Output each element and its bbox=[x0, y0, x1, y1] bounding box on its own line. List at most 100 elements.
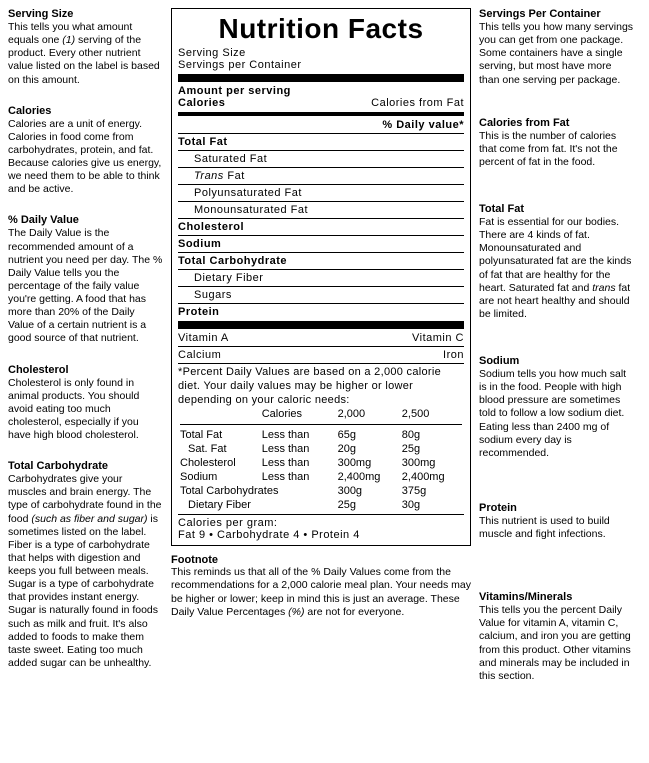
divider-thin bbox=[178, 201, 464, 202]
sodium: Sodium bbox=[178, 238, 464, 250]
iron: Iron bbox=[443, 349, 464, 361]
label-calories: Calories bbox=[178, 97, 225, 109]
note-body: Cholesterol is only found in animal prod… bbox=[8, 377, 163, 443]
calcium: Calcium bbox=[178, 349, 221, 361]
note-body: This is the number of calories that come… bbox=[479, 130, 634, 169]
note-cholesterol: Cholesterol Cholesterol is only found in… bbox=[8, 364, 163, 443]
divider-thin bbox=[178, 269, 464, 270]
total-fat: Total Fat bbox=[178, 136, 464, 148]
sugars: Sugars bbox=[178, 289, 464, 301]
divider-thin bbox=[178, 252, 464, 253]
poly-fat: Polyunsaturated Fat bbox=[178, 187, 464, 199]
divider-thick bbox=[178, 321, 464, 329]
cholesterol: Cholesterol bbox=[178, 221, 464, 233]
note-total-carbohydrate: Total Carbohydrate Carbohydrates give yo… bbox=[8, 460, 163, 670]
table-row: Total FatLess than65g80g bbox=[178, 428, 464, 442]
divider-thin bbox=[178, 514, 464, 515]
footnote: Footnote This reminds us that all of the… bbox=[171, 554, 471, 619]
note-body: The Daily Value is the recommended amoun… bbox=[8, 227, 163, 345]
divider-thin bbox=[180, 424, 462, 425]
dietary-fiber: Dietary Fiber bbox=[178, 272, 464, 284]
footnote-heading: Footnote bbox=[171, 554, 471, 566]
divider-thin bbox=[178, 150, 464, 151]
divider-thin bbox=[178, 303, 464, 304]
note-calories-from-fat: Calories from Fat This is the number of … bbox=[479, 117, 634, 169]
note-protein: Protein This nutrient is used to build m… bbox=[479, 502, 634, 541]
table-row: Sat. FatLess than20g25g bbox=[178, 442, 464, 456]
note-body: Sodium tells you how much salt is in the… bbox=[479, 368, 634, 460]
divider-thin bbox=[178, 218, 464, 219]
label-servings-per: Servings per Container bbox=[178, 59, 464, 71]
divider-med bbox=[178, 112, 464, 116]
note-vitamins-minerals: Vitamins/Minerals This tells you the per… bbox=[479, 591, 634, 683]
pct-daily-value: % Daily value* bbox=[178, 119, 464, 131]
note-body: This nutrient is used to build muscle an… bbox=[479, 515, 634, 541]
divider-thin bbox=[178, 167, 464, 168]
vitamin-a: Vitamin A bbox=[178, 332, 229, 344]
cal-per-gram-heading: Calories per gram: bbox=[178, 517, 464, 529]
note-body: This tells you the percent Daily Value f… bbox=[479, 604, 634, 683]
note-heading: Total Carbohydrate bbox=[8, 460, 163, 472]
saturated-fat: Saturated Fat bbox=[178, 153, 464, 165]
note-heading: Vitamins/Minerals bbox=[479, 591, 634, 603]
divider-thin bbox=[178, 235, 464, 236]
note-heading: % Daily Value bbox=[8, 214, 163, 226]
table-row: Dietary Fiber25g30g bbox=[178, 498, 464, 512]
right-notes-column: Servings Per Container This tells you ho… bbox=[479, 8, 634, 683]
divider-thin bbox=[178, 184, 464, 185]
layout: Serving Size This tells you what amount … bbox=[8, 8, 641, 683]
trans-fat: Trans Fat bbox=[178, 170, 464, 182]
nutrition-label: Nutrition Facts Serving Size Servings pe… bbox=[171, 8, 471, 546]
note-heading: Total Fat bbox=[479, 203, 634, 215]
note-calories: Calories Calories are a unit of energy. … bbox=[8, 105, 163, 197]
th-2500: 2,500 bbox=[400, 407, 464, 421]
note-heading: Calories from Fat bbox=[479, 117, 634, 129]
divider-thin bbox=[178, 346, 464, 347]
divider-thick bbox=[178, 74, 464, 82]
th-calories: Calories bbox=[260, 407, 336, 421]
th-2000: 2,000 bbox=[336, 407, 400, 421]
trans-suffix: Fat bbox=[224, 170, 245, 182]
note-body: This tells you what amount equals one (1… bbox=[8, 21, 163, 87]
note-heading: Protein bbox=[479, 502, 634, 514]
note-total-fat: Total Fat Fat is essential for our bodie… bbox=[479, 203, 634, 321]
label-cal-from-fat: Calories from Fat bbox=[371, 97, 464, 109]
note-body: Fat is essential for our bodies. There a… bbox=[479, 216, 634, 321]
dv-reference-table: Calories 2,000 2,500 Total FatLess than6… bbox=[178, 407, 464, 512]
trans-italic: Trans bbox=[194, 170, 224, 182]
calories-row: Calories Calories from Fat bbox=[178, 97, 464, 109]
vitamin-c: Vitamin C bbox=[412, 332, 464, 344]
footnote-body: This reminds us that all of the % Daily … bbox=[171, 566, 471, 619]
label-title: Nutrition Facts bbox=[178, 13, 464, 45]
note-sodium: Sodium Sodium tells you how much salt is… bbox=[479, 355, 634, 460]
note-serving-size: Serving Size This tells you what amount … bbox=[8, 8, 163, 87]
amount-per-serving: Amount per serving bbox=[178, 85, 464, 97]
vitamins-row-1: Vitamin A Vitamin C bbox=[178, 332, 464, 344]
note-daily-value: % Daily Value The Daily Value is the rec… bbox=[8, 214, 163, 345]
mono-fat: Monounsaturated Fat bbox=[178, 204, 464, 216]
note-heading: Calories bbox=[8, 105, 163, 117]
divider-thin bbox=[178, 286, 464, 287]
left-notes-column: Serving Size This tells you what amount … bbox=[8, 8, 163, 683]
divider-thin bbox=[178, 133, 464, 134]
protein: Protein bbox=[178, 306, 464, 318]
note-body: Calories are a unit of energy. Calories … bbox=[8, 118, 163, 197]
total-carb: Total Carbohydrate bbox=[178, 255, 464, 267]
note-heading: Cholesterol bbox=[8, 364, 163, 376]
table-row: CholesterolLess than300mg300mg bbox=[178, 456, 464, 470]
table-row: SodiumLess than2,400mg2,400mg bbox=[178, 470, 464, 484]
divider-thin bbox=[178, 363, 464, 364]
pdv-note: *Percent Daily Values are based on a 2,0… bbox=[178, 366, 464, 407]
note-body: Carbohydrates give your muscles and brai… bbox=[8, 473, 163, 670]
cal-per-gram: Fat 9 • Carbohydrate 4 • Protein 4 bbox=[178, 529, 464, 541]
vitamins-row-2: Calcium Iron bbox=[178, 349, 464, 361]
center-column: Nutrition Facts Serving Size Servings pe… bbox=[171, 8, 471, 683]
note-servings-per-container: Servings Per Container This tells you ho… bbox=[479, 8, 634, 87]
label-serving-size: Serving Size bbox=[178, 47, 464, 59]
table-row: Total Carbohydrates300g375g bbox=[178, 484, 464, 498]
table-header-row: Calories 2,000 2,500 bbox=[178, 407, 464, 421]
note-heading: Sodium bbox=[479, 355, 634, 367]
note-body: This tells you how many servings you can… bbox=[479, 21, 634, 87]
note-heading: Serving Size bbox=[8, 8, 163, 20]
note-heading: Servings Per Container bbox=[479, 8, 634, 20]
